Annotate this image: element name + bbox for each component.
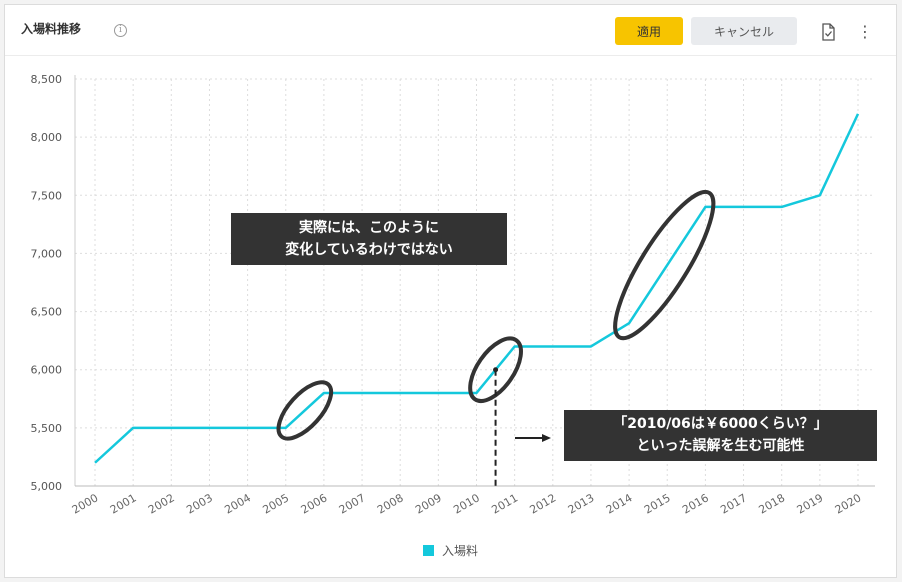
x-tick-label: 2005	[261, 491, 292, 516]
x-tick-label: 2018	[756, 491, 787, 516]
y-tick-label: 5,500	[31, 422, 63, 435]
x-tick-label: 2016	[680, 491, 711, 516]
legend-label: 入場料	[441, 544, 478, 558]
file-check-icon[interactable]	[818, 22, 838, 42]
legend-swatch	[422, 545, 434, 556]
chart-card: 入場料推移 i 適用 キャンセル ⋮ 5,000 5,500 6,000 6,500 7…	[4, 4, 897, 578]
x-tick-label: 2011	[489, 491, 520, 516]
x-tick-label: 2017	[718, 491, 749, 516]
annotation-1-line-2: 変化しているわけではない	[285, 242, 453, 258]
arrow-head-icon	[542, 434, 551, 442]
y-tick-label: 7,000	[31, 247, 63, 260]
cancel-button[interactable]: キャンセル	[691, 17, 797, 45]
series-line	[94, 113, 860, 464]
legend[interactable]: 入場料	[5, 542, 896, 559]
line-chart: 5,000 5,500 6,000 6,500 7,000 7,500 8,000 8,500…	[31, 73, 875, 517]
highlight-ellipse	[276, 380, 334, 441]
x-tick-label: 2014	[604, 491, 635, 516]
x-tick-label: 2001	[108, 491, 139, 516]
y-tick-label: 7,500	[31, 189, 63, 202]
x-tick-label: 2019	[795, 491, 826, 516]
annotation-1-line-1: 実際には、このように	[299, 220, 439, 236]
info-icon[interactable]: i	[114, 24, 127, 37]
x-tick-label: 2000	[70, 491, 101, 516]
more-vertical-icon[interactable]: ⋮	[857, 22, 873, 41]
annotation-box-1: 実際には、このように 変化しているわけではない	[231, 213, 507, 265]
apply-button[interactable]: 適用	[615, 17, 683, 45]
x-tick-label: 2013	[566, 491, 597, 516]
x-tick-label: 2006	[299, 491, 330, 516]
x-tick-label: 2007	[337, 491, 368, 516]
x-tick-label: 2020	[833, 491, 864, 516]
x-tick-label: 2002	[146, 491, 177, 516]
annotation-2-line-1: 「2010/06は￥6000くらい？」	[613, 416, 828, 432]
y-tick-label: 8,500	[31, 73, 63, 86]
x-tick-label: 2015	[642, 491, 673, 516]
annotation-2-line-2: といった誤解を生む可能性	[636, 438, 805, 454]
highlight-ellipse	[468, 336, 523, 403]
card-header: 入場料推移 i 適用 キャンセル ⋮	[5, 5, 896, 56]
chart-title: 入場料推移	[21, 22, 82, 36]
y-tick-label: 6,500	[31, 306, 63, 319]
y-tick-label: 8,000	[31, 131, 63, 144]
x-tick-label: 2004	[222, 491, 253, 516]
x-tick-label: 2012	[528, 491, 559, 516]
marker-dot	[493, 367, 499, 373]
x-tick-label: 2003	[184, 491, 215, 516]
y-tick-label: 6,000	[31, 364, 63, 377]
annotation-box-2: 「2010/06は￥6000くらい？」 といった誤解を生む可能性	[564, 410, 877, 461]
highlight-ellipse	[613, 189, 716, 341]
x-tick-label: 2009	[413, 491, 444, 516]
y-tick-label: 5,000	[31, 480, 63, 493]
x-tick-label: 2008	[375, 491, 406, 516]
x-tick-label: 2010	[451, 491, 482, 516]
